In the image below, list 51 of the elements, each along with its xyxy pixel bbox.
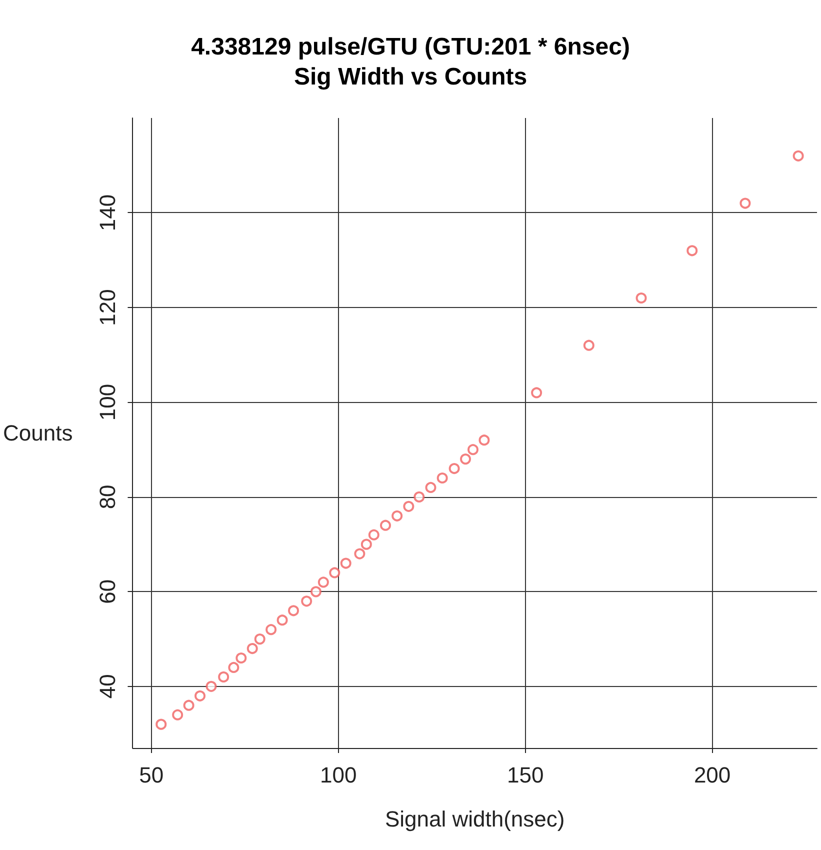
point bbox=[467, 444, 478, 456]
point bbox=[636, 292, 647, 304]
point bbox=[368, 529, 380, 540]
y-tick-label: 40 bbox=[95, 674, 120, 699]
x-tick-label: 150 bbox=[506, 762, 544, 788]
point bbox=[183, 700, 194, 711]
point bbox=[266, 624, 277, 636]
point bbox=[276, 614, 288, 626]
point bbox=[414, 491, 425, 502]
y-tick-label: 80 bbox=[95, 484, 120, 510]
point bbox=[236, 652, 247, 664]
point bbox=[792, 150, 804, 162]
point bbox=[172, 709, 184, 720]
point bbox=[460, 454, 472, 465]
point bbox=[156, 718, 167, 730]
point bbox=[228, 662, 240, 673]
x-axis-title: Signal width(nsec) bbox=[384, 806, 565, 832]
point bbox=[425, 482, 436, 493]
point bbox=[246, 643, 258, 654]
y-tick-label: 100 bbox=[95, 384, 120, 421]
point bbox=[340, 558, 352, 569]
point bbox=[360, 538, 372, 550]
point bbox=[194, 690, 206, 702]
point bbox=[301, 596, 312, 607]
y-tick-label: 140 bbox=[95, 194, 120, 232]
point bbox=[448, 463, 460, 474]
point bbox=[478, 434, 490, 446]
chart-subtitle: Sig Width vs Counts bbox=[294, 64, 528, 90]
point bbox=[218, 671, 230, 682]
point bbox=[206, 680, 217, 692]
y-tick-label: 120 bbox=[95, 289, 120, 326]
point bbox=[329, 567, 340, 578]
point bbox=[436, 472, 448, 484]
chart-title: 4.338129 pulse/GTU (GTU:201 * 6nsec) bbox=[191, 34, 630, 60]
point bbox=[254, 634, 266, 645]
point bbox=[740, 198, 751, 209]
point bbox=[686, 245, 698, 256]
x-tick-label: 200 bbox=[694, 762, 731, 788]
point bbox=[288, 605, 299, 616]
point bbox=[310, 586, 322, 598]
x-tick-label: 100 bbox=[320, 762, 357, 788]
point bbox=[531, 387, 542, 398]
x-tick-label: 50 bbox=[139, 762, 164, 788]
point bbox=[403, 500, 414, 512]
y-tick-label: 60 bbox=[95, 579, 120, 604]
point bbox=[380, 520, 391, 531]
point bbox=[354, 548, 366, 560]
point bbox=[318, 576, 329, 588]
point bbox=[583, 340, 594, 351]
y-axis-title: Counts bbox=[2, 420, 73, 446]
point bbox=[392, 510, 403, 522]
